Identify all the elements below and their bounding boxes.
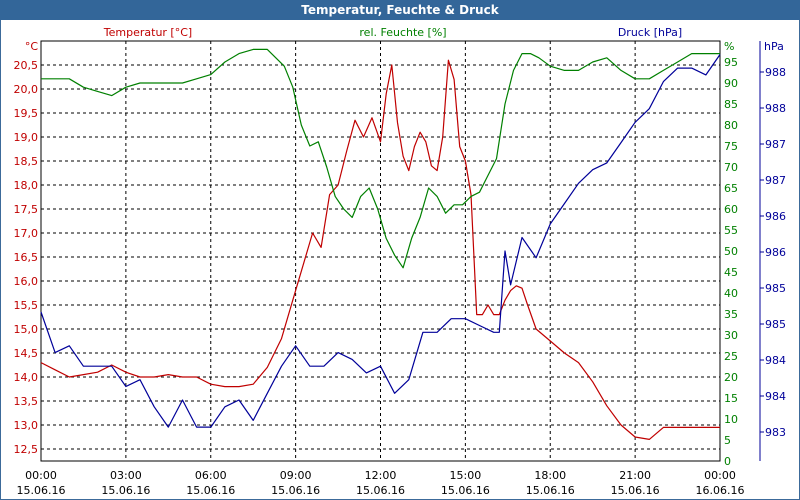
series-lines [40, 48, 721, 440]
y-tick-pressure: 983 [765, 426, 786, 439]
y-tick-pressure: 984 [765, 354, 786, 367]
y-tick-humidity: 15 [724, 392, 738, 405]
y-tick-humidity: 10 [724, 413, 738, 426]
y-tick-humidity: 35 [724, 308, 738, 321]
x-tick-time: 09:00 [280, 469, 312, 482]
x-tick-date: 15.06.16 [101, 484, 150, 497]
y-tick-pressure: 988 [765, 102, 786, 115]
y-tick-humidity: 85 [724, 98, 738, 111]
humidity-axis-label: rel. Feuchte [%] [359, 26, 446, 39]
series-line-pressure [40, 54, 721, 428]
y-tick-temperature: 14,5 [14, 347, 39, 360]
y-tick-humidity: 70 [724, 161, 738, 174]
y-tick-humidity: 20 [724, 371, 738, 384]
y-tick-humidity: 60 [724, 203, 738, 216]
plot-frame [40, 40, 721, 462]
y-tick-pressure: 985 [765, 318, 786, 331]
y-tick-temperature: 13,5 [14, 395, 39, 408]
y-tick-humidity: 75 [724, 140, 738, 153]
y-tick-humidity: 5 [724, 434, 731, 447]
x-tick-date: 16.06.16 [696, 484, 745, 497]
y-tick-humidity: 50 [724, 245, 738, 258]
y-tick-temperature: 19,5 [14, 107, 39, 120]
x-tick-time: 12:00 [365, 469, 397, 482]
series-line-temperature [40, 59, 720, 440]
x-tick-time: 06:00 [195, 469, 227, 482]
temperature-axis-label: Temperatur [°C] [103, 26, 192, 39]
y-tick-pressure: 984 [765, 390, 786, 403]
y-tick-temperature: 12,5 [14, 443, 39, 456]
x-tick-date: 15.06.16 [526, 484, 575, 497]
y-tick-temperature: 19,0 [14, 131, 39, 144]
x-tick-date: 15.06.16 [611, 484, 660, 497]
grid-lines [41, 41, 720, 461]
x-tick-time: 15:00 [450, 469, 482, 482]
x-tick-time: 00:00 [25, 469, 57, 482]
y-tick-humidity: 45 [724, 266, 738, 279]
x-tick-date: 15.06.16 [17, 484, 66, 497]
x-tick-time: 03:00 [110, 469, 142, 482]
x-tick-date: 15.06.16 [186, 484, 235, 497]
series-line-humidity [41, 48, 720, 269]
axes [40, 40, 764, 462]
y-tick-temperature: 15,5 [14, 299, 39, 312]
axis-labels: 00:00 15.06.16 03:00 15.06.16 06:00 15.06.16 0… [14, 26, 787, 497]
y-tick-pressure: 986 [765, 210, 786, 223]
y-tick-temperature: 14,0 [14, 371, 39, 384]
x-tick-time: 18:00 [534, 469, 566, 482]
humidity-unit: % [724, 40, 734, 53]
y-tick-humidity: 95 [724, 56, 738, 69]
y-tick-temperature: 13,0 [14, 419, 39, 432]
x-tick-date: 15.06.16 [356, 484, 405, 497]
pressure-axis-label: Druck [hPa] [618, 26, 682, 39]
chart-title: Temperatur, Feuchte & Druck [0, 0, 800, 20]
y-tick-pressure: 987 [765, 174, 786, 187]
pressure-unit: hPa [764, 40, 784, 53]
y-tick-pressure: 988 [765, 66, 786, 79]
y-tick-temperature: 17,5 [14, 203, 39, 216]
y-tick-temperature: 15,0 [14, 323, 39, 336]
y-tick-humidity: 30 [724, 329, 738, 342]
y-tick-humidity: 40 [724, 287, 738, 300]
y-tick-pressure: 987 [765, 138, 786, 151]
y-tick-humidity: 65 [724, 182, 738, 195]
x-tick-time: 00:00 [704, 469, 736, 482]
y-tick-humidity: 25 [724, 350, 738, 363]
y-tick-pressure: 986 [765, 246, 786, 259]
y-tick-temperature: 20,5 [14, 59, 39, 72]
y-tick-temperature: 20,0 [14, 83, 39, 96]
y-tick-temperature: 18,5 [14, 155, 39, 168]
y-tick-humidity: 55 [724, 224, 738, 237]
temperature-unit: °C [25, 40, 39, 53]
y-tick-temperature: 17,0 [14, 227, 39, 240]
x-tick-date: 15.06.16 [441, 484, 490, 497]
y-tick-humidity: 90 [724, 77, 738, 90]
x-tick-date: 15.06.16 [271, 484, 320, 497]
y-tick-temperature: 16,0 [14, 275, 39, 288]
y-tick-pressure: 985 [765, 282, 786, 295]
y-tick-temperature: 16,5 [14, 251, 39, 264]
y-tick-temperature: 18,0 [14, 179, 39, 192]
y-tick-humidity: 80 [724, 119, 738, 132]
x-tick-time: 21:00 [619, 469, 651, 482]
y-tick-humidity: 0 [724, 455, 731, 468]
